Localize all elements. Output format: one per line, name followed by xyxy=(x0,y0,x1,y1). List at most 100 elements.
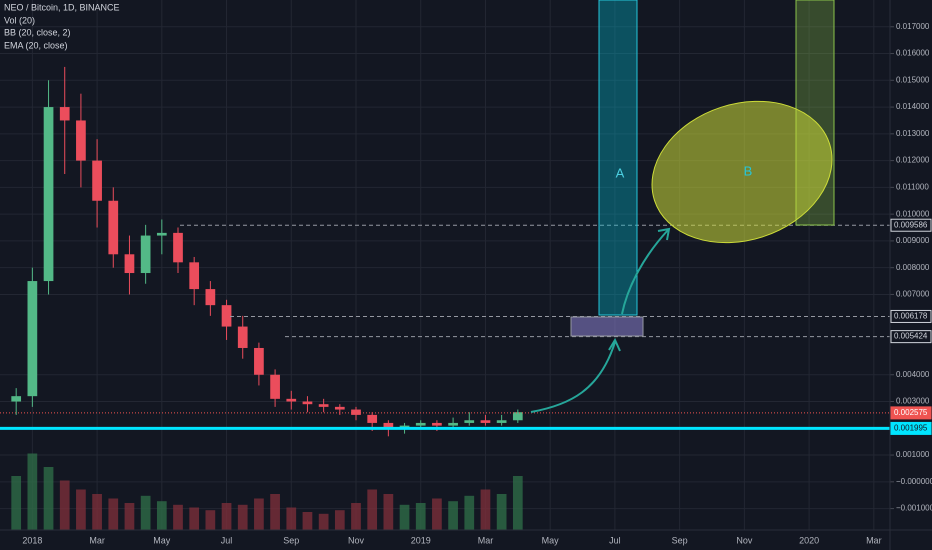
volume-bar xyxy=(318,513,329,530)
volume-bar xyxy=(415,503,426,530)
volume-bar xyxy=(302,512,313,530)
candle-body xyxy=(221,305,232,327)
volume-bar xyxy=(367,489,378,530)
candle-body xyxy=(286,398,297,402)
volume-bar xyxy=(11,476,22,530)
candle-body xyxy=(318,404,329,407)
price-tag-label: 0.001995 xyxy=(894,424,928,433)
candle-body xyxy=(302,401,313,405)
y-tick-label: 0.013000 xyxy=(896,129,930,138)
x-tick-label: Mar xyxy=(89,535,105,545)
x-tick-label: May xyxy=(153,535,171,545)
candle-body xyxy=(173,232,183,263)
y-tick-label: −0.001000 xyxy=(896,504,932,513)
price-tag-label: 0.006178 xyxy=(894,312,928,321)
price-tag xyxy=(890,218,932,232)
candle-body xyxy=(496,420,507,423)
x-tick-label: 2020 xyxy=(799,535,819,545)
candle-body xyxy=(448,422,458,426)
candle-body xyxy=(27,281,38,397)
arrow xyxy=(530,341,616,413)
drawings: A B xyxy=(530,0,835,413)
y-tick-label: 0.012000 xyxy=(896,156,930,165)
candle-body xyxy=(383,422,394,429)
annotation-label: A xyxy=(616,165,625,180)
candle-body xyxy=(512,412,523,421)
candle-body xyxy=(351,409,361,415)
volume-bar xyxy=(124,503,135,530)
volume-bar xyxy=(156,501,167,530)
x-tick-label: Jul xyxy=(609,535,621,545)
candle-body xyxy=(464,420,475,423)
indicator-label: EMA (20, close) xyxy=(4,40,68,50)
price-tag xyxy=(890,309,932,323)
y-tick-label: 0.004000 xyxy=(896,370,930,379)
x-tick-label: Sep xyxy=(283,535,299,545)
y-tick-label: 0.009000 xyxy=(896,236,930,245)
volume-bar xyxy=(432,498,442,530)
candle-body xyxy=(76,120,86,161)
y-tick-label: 0.008000 xyxy=(896,263,930,272)
price-tag xyxy=(890,406,932,420)
volume-bar xyxy=(189,507,200,530)
volume-bar xyxy=(383,494,394,530)
indicator-label: BB (20, close, 2) xyxy=(4,27,71,37)
candle-body xyxy=(156,232,167,236)
y-tick-label: 0.014000 xyxy=(896,102,930,111)
candle-body xyxy=(432,422,442,426)
candle-body xyxy=(59,107,70,121)
candle-body xyxy=(254,347,264,375)
candle-body xyxy=(108,200,119,255)
y-tick-label: 0.016000 xyxy=(896,49,930,58)
candle-body xyxy=(270,374,280,399)
x-tick-label: 2018 xyxy=(22,535,42,545)
volume-bar xyxy=(92,494,102,530)
volume-bar xyxy=(496,494,507,530)
arrow-head xyxy=(608,337,621,352)
x-tick-label: Nov xyxy=(348,535,365,545)
volume-bar xyxy=(205,510,216,530)
volume-bar xyxy=(351,503,361,530)
x-tick-label: Jul xyxy=(221,535,233,545)
volume-bar xyxy=(270,494,280,530)
candle-body xyxy=(415,422,426,426)
volume-bar xyxy=(76,489,86,530)
x-tick-label: Mar xyxy=(866,535,882,545)
candle-body xyxy=(367,414,378,423)
candle-body xyxy=(237,326,248,348)
x-tick-label: 2019 xyxy=(411,535,431,545)
volume-bar xyxy=(173,504,183,530)
candle-body xyxy=(43,107,54,282)
candle-body xyxy=(189,262,200,290)
candle-body xyxy=(205,289,216,306)
volume-bar xyxy=(254,498,264,530)
y-tick-label: 0.003000 xyxy=(896,397,930,406)
candle-body xyxy=(11,396,22,402)
indicator-label: Vol (20) xyxy=(4,15,35,25)
x-tick-label: Nov xyxy=(736,535,753,545)
volume-bar xyxy=(43,467,54,530)
volume-bar xyxy=(286,507,297,530)
volume-bar xyxy=(108,498,119,530)
candle-body xyxy=(140,235,151,274)
volume-bar xyxy=(448,501,458,530)
volume-bar xyxy=(399,504,410,530)
y-tick-label: 0.010000 xyxy=(896,209,930,218)
y-tick-label: 0.015000 xyxy=(896,75,930,84)
arrow xyxy=(621,229,669,315)
volume-bar xyxy=(237,504,248,530)
price-tag xyxy=(890,421,932,435)
y-tick-label: 0.007000 xyxy=(896,290,930,299)
y-tick-label: 0.017000 xyxy=(896,22,930,31)
chart-title: NEO / Bitcoin, 1D, BINANCE xyxy=(4,2,120,12)
candle-body xyxy=(124,254,135,274)
y-tick-label: 0.001000 xyxy=(896,450,930,459)
target-ellipse xyxy=(651,100,833,244)
price-tag-label: 0.009586 xyxy=(894,220,928,229)
volume-bar xyxy=(27,453,38,530)
price-tag-label: 0.005424 xyxy=(894,332,928,341)
price-axis: 2018 Mar May Jul Sep Nov 2019 Mar May Jul Sep Nov 20… xyxy=(22,22,932,545)
price-tag xyxy=(890,330,932,344)
